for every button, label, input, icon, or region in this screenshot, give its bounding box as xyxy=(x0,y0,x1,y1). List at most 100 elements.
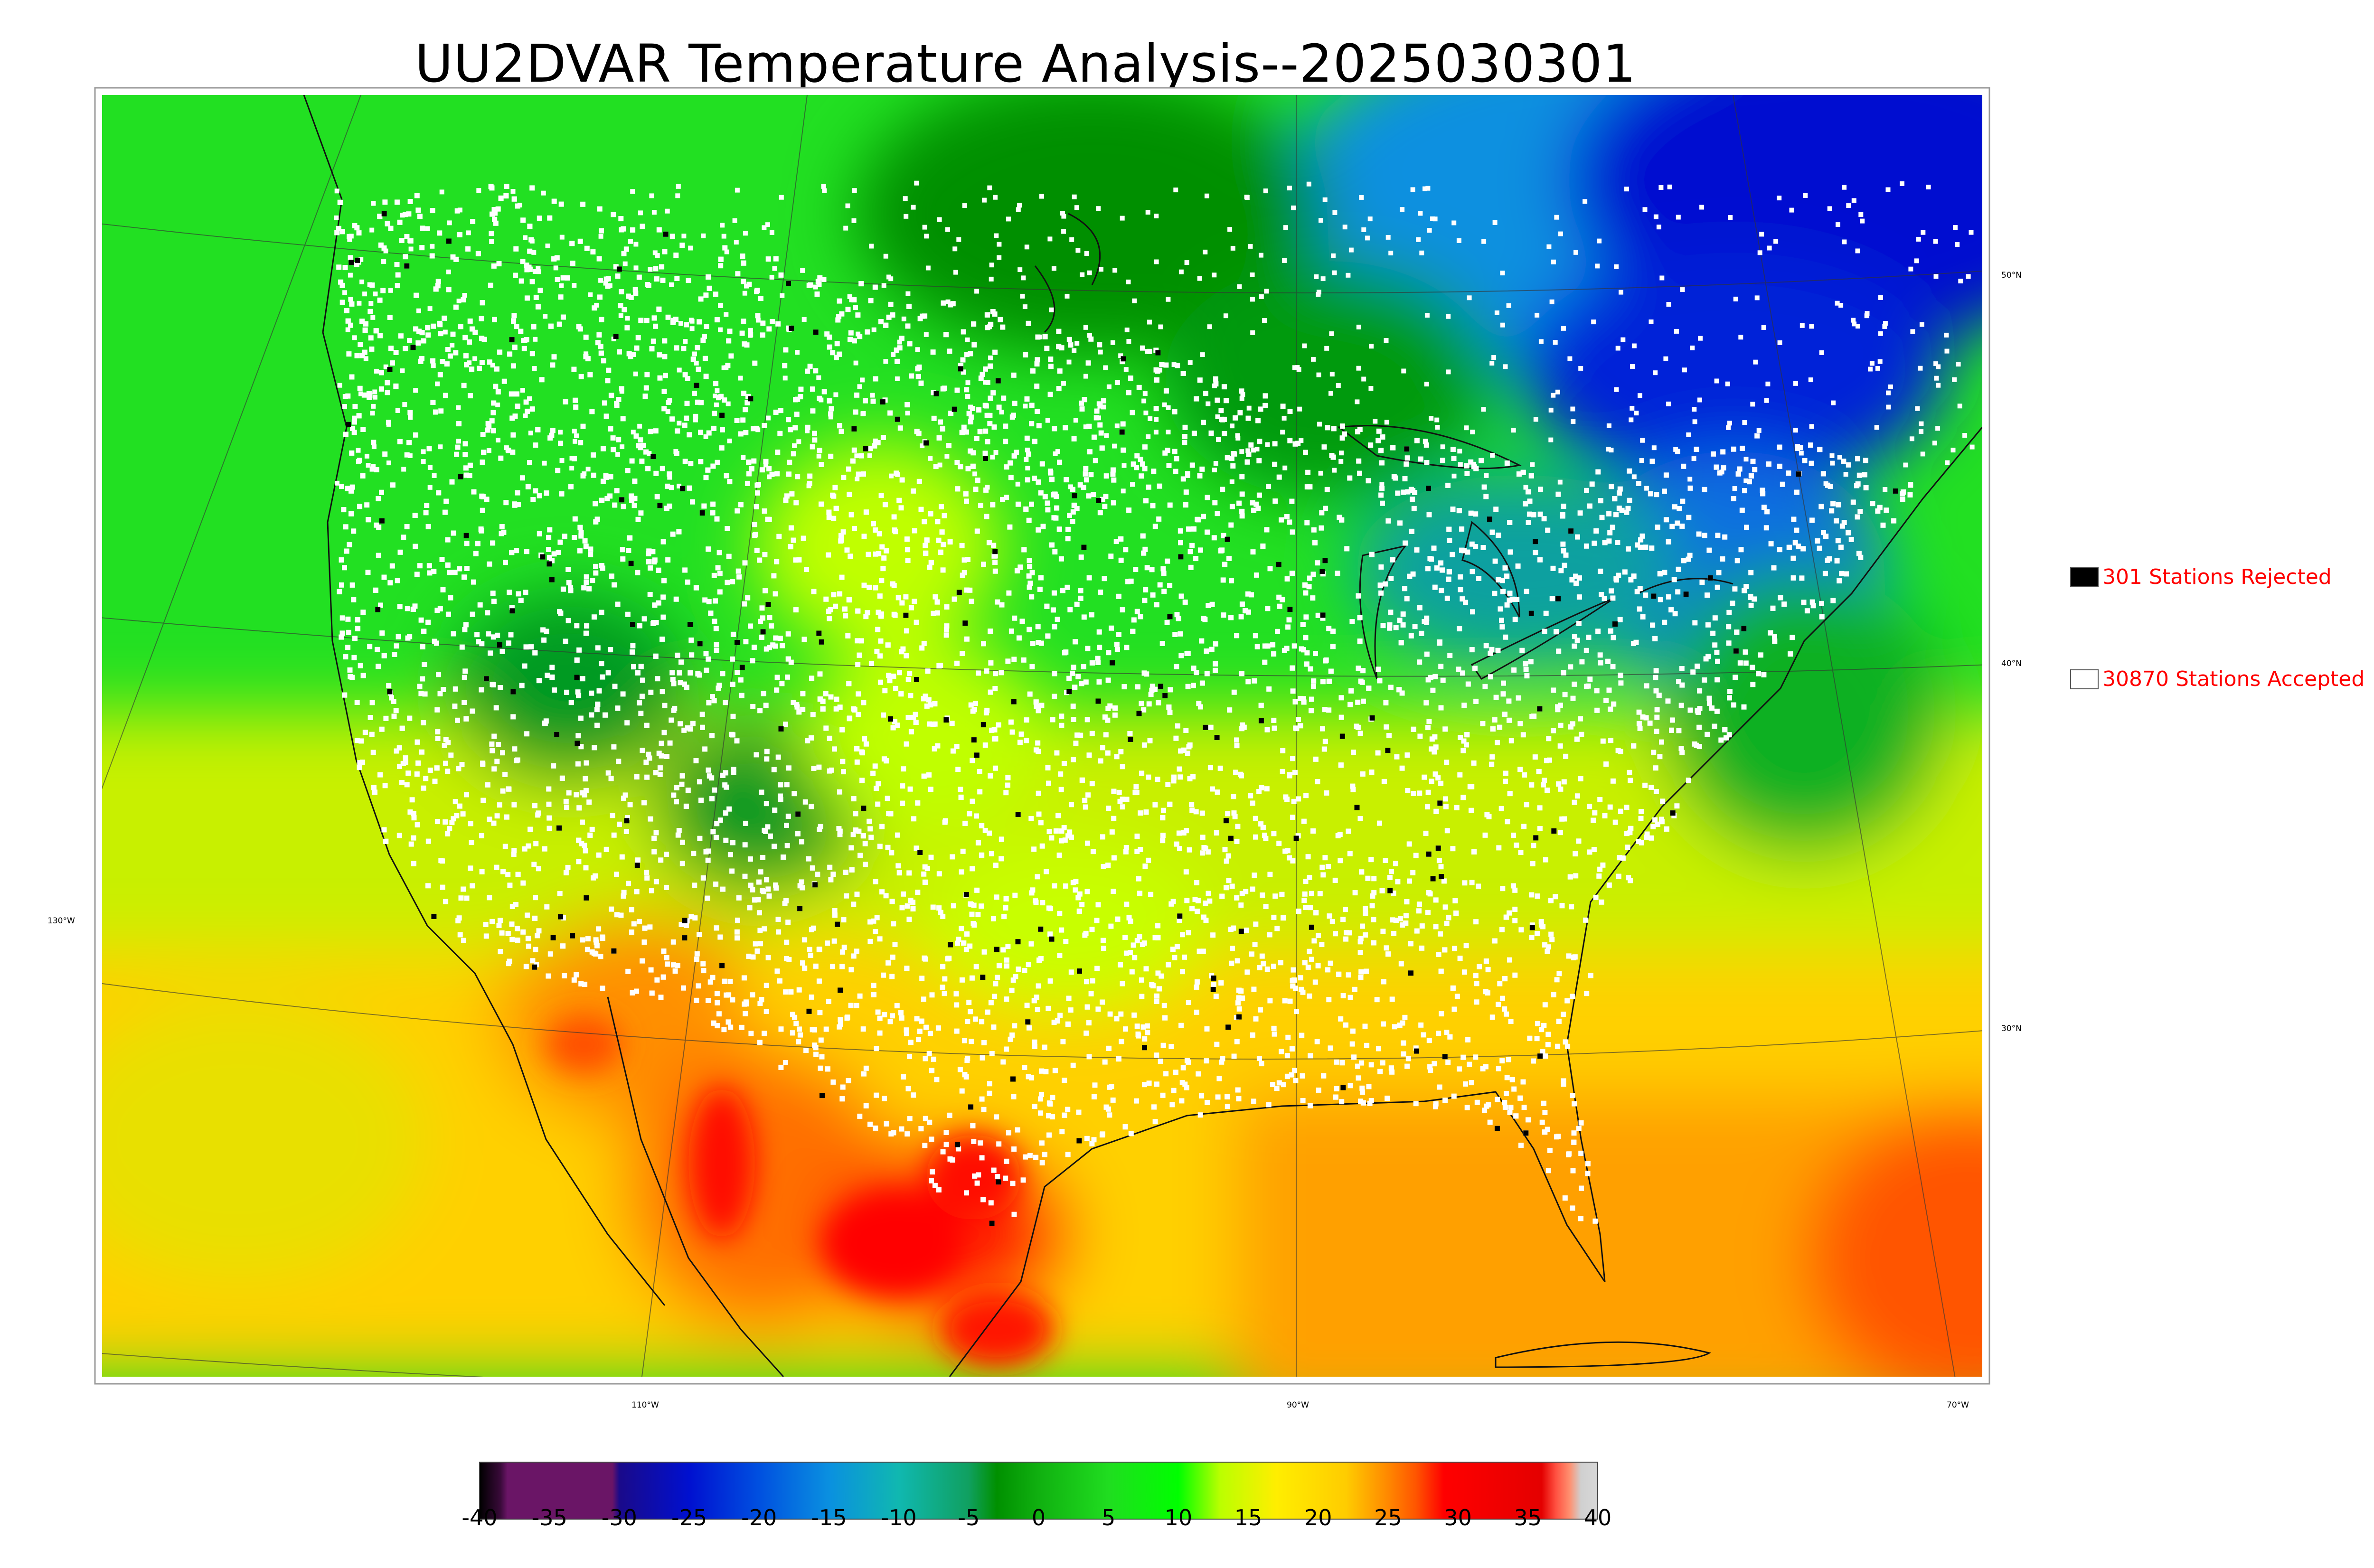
accepted-station-marker xyxy=(1103,494,1109,499)
accepted-station-marker xyxy=(1503,779,1508,784)
accepted-station-marker xyxy=(1129,969,1135,975)
accepted-station-marker xyxy=(1322,855,1328,861)
accepted-station-marker xyxy=(899,336,904,341)
accepted-station-marker xyxy=(1091,492,1096,498)
accepted-station-marker xyxy=(436,490,442,496)
accepted-station-marker xyxy=(382,451,388,457)
accepted-station-marker xyxy=(1558,703,1563,708)
accepted-station-marker xyxy=(908,693,914,698)
accepted-station-marker xyxy=(1572,954,1578,960)
accepted-station-marker xyxy=(492,317,497,322)
accepted-station-marker xyxy=(1339,435,1345,441)
accepted-station-marker xyxy=(853,305,858,310)
accepted-station-marker xyxy=(1231,1053,1237,1059)
accepted-station-marker xyxy=(828,411,834,417)
accepted-station-marker xyxy=(491,820,497,826)
accepted-station-marker xyxy=(484,497,490,502)
accepted-station-marker xyxy=(1251,986,1257,992)
accepted-station-marker xyxy=(516,502,521,507)
accepted-station-marker xyxy=(1310,595,1316,601)
accepted-station-marker xyxy=(1271,651,1277,657)
accepted-station-marker xyxy=(1253,1016,1259,1022)
accepted-station-marker xyxy=(730,681,735,687)
accepted-station-marker xyxy=(859,750,865,756)
accepted-station-marker xyxy=(817,947,822,952)
accepted-station-marker xyxy=(1257,439,1262,444)
accepted-station-marker xyxy=(942,976,948,982)
accepted-station-marker xyxy=(458,324,463,329)
accepted-station-marker xyxy=(502,771,508,777)
accepted-station-marker xyxy=(1236,1006,1242,1012)
accepted-station-marker xyxy=(674,276,680,281)
accepted-station-marker xyxy=(1079,400,1084,406)
accepted-station-marker xyxy=(438,858,444,864)
accepted-station-marker xyxy=(806,282,812,288)
accepted-station-marker xyxy=(955,940,961,946)
accepted-station-marker xyxy=(1022,967,1027,973)
accepted-station-marker xyxy=(1584,991,1590,996)
accepted-station-marker xyxy=(665,483,670,489)
accepted-station-marker xyxy=(1732,586,1738,592)
accepted-station-marker xyxy=(1764,509,1770,515)
accepted-station-marker xyxy=(1012,892,1018,898)
accepted-station-marker xyxy=(926,772,932,778)
accepted-station-marker xyxy=(780,643,785,648)
accepted-station-marker xyxy=(1561,503,1566,509)
accepted-station-marker xyxy=(514,758,519,763)
accepted-station-marker xyxy=(611,744,617,750)
accepted-station-marker xyxy=(921,871,927,877)
accepted-station-marker xyxy=(1342,431,1347,437)
accepted-station-marker xyxy=(873,527,878,533)
accepted-station-marker xyxy=(1652,817,1658,823)
accepted-station-marker xyxy=(1210,932,1216,938)
accepted-station-marker xyxy=(1103,732,1109,738)
accepted-station-marker xyxy=(1039,1091,1045,1097)
accepted-station-marker xyxy=(1529,782,1535,788)
accepted-station-marker xyxy=(1086,1054,1092,1060)
accepted-station-marker xyxy=(1096,679,1102,685)
accepted-station-marker xyxy=(435,279,441,284)
accepted-station-marker xyxy=(868,835,874,840)
accepted-station-marker xyxy=(691,851,697,856)
accepted-station-marker xyxy=(700,724,705,730)
accepted-station-marker xyxy=(1624,509,1630,515)
accepted-station-marker xyxy=(1504,1075,1510,1080)
accepted-station-marker xyxy=(1486,1102,1491,1108)
accepted-station-marker xyxy=(1141,670,1147,676)
accepted-station-marker xyxy=(958,363,964,368)
accepted-station-marker xyxy=(1545,1127,1550,1132)
accepted-station-marker xyxy=(1142,546,1148,552)
accepted-station-marker xyxy=(419,356,424,361)
accepted-station-marker xyxy=(1579,732,1584,737)
accepted-station-marker xyxy=(978,1140,983,1146)
accepted-station-marker xyxy=(731,767,736,772)
accepted-station-marker xyxy=(1432,1061,1437,1067)
accepted-station-marker xyxy=(552,687,557,693)
accepted-station-marker xyxy=(565,275,570,281)
accepted-station-marker xyxy=(884,1121,889,1127)
accepted-station-marker xyxy=(984,668,989,674)
accepted-station-marker xyxy=(1052,491,1058,497)
accepted-station-marker xyxy=(1056,526,1062,532)
accepted-station-marker xyxy=(437,320,443,326)
accepted-station-marker xyxy=(510,449,516,455)
accepted-station-marker xyxy=(1388,610,1394,615)
accepted-station-marker xyxy=(751,644,757,650)
accepted-station-marker xyxy=(1303,793,1309,798)
accepted-station-marker xyxy=(1324,790,1329,796)
accepted-station-marker xyxy=(491,766,497,772)
accepted-station-marker xyxy=(658,995,664,1000)
accepted-station-marker xyxy=(1156,516,1162,522)
accepted-station-marker xyxy=(930,1169,935,1175)
accepted-station-marker xyxy=(617,349,622,355)
accepted-station-marker xyxy=(424,503,430,508)
accepted-station-marker xyxy=(1219,1059,1225,1065)
accepted-station-marker xyxy=(490,748,495,753)
accepted-station-marker xyxy=(1438,705,1444,711)
accepted-station-marker xyxy=(735,508,740,514)
accepted-station-marker xyxy=(1496,845,1502,851)
accepted-station-marker xyxy=(1015,501,1021,507)
accepted-station-marker xyxy=(824,331,830,337)
accepted-station-marker xyxy=(531,324,537,329)
accepted-station-marker xyxy=(1376,820,1382,826)
